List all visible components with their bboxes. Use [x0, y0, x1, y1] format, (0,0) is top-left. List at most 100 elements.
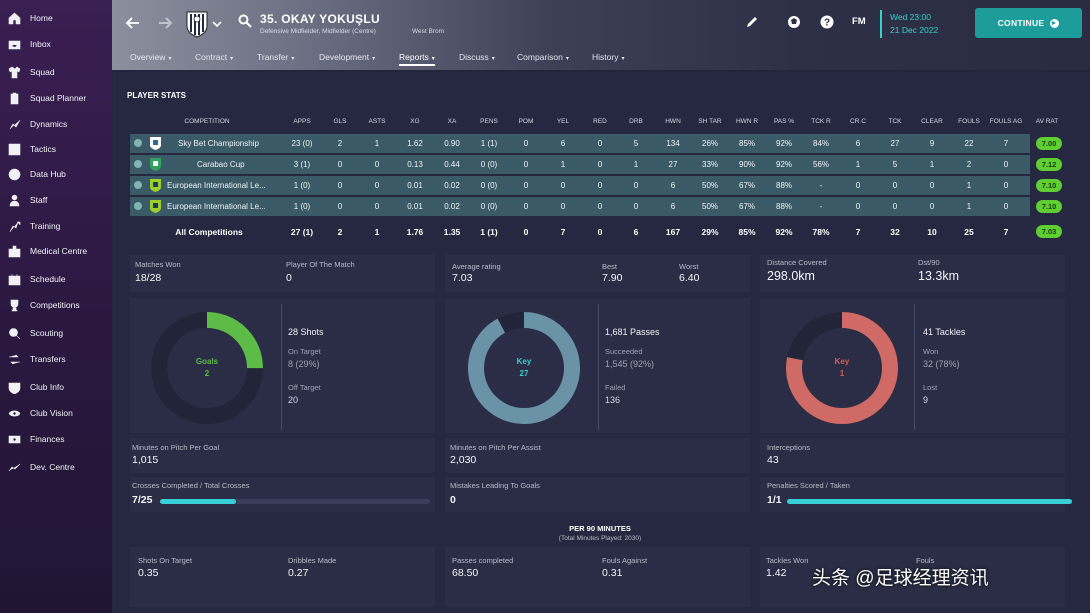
table-cell: 23 (0): [291, 139, 313, 148]
sidebar-item-club-vision[interactable]: Club Vision: [0, 403, 112, 425]
table-cell: 56%: [812, 160, 830, 169]
club-ball-button[interactable]: [786, 14, 802, 30]
table-cell: 7: [1003, 139, 1009, 148]
table-cell: 1: [966, 202, 972, 211]
sidebar-item-scouting[interactable]: Scouting: [0, 323, 112, 345]
table-cell: 67%: [738, 181, 756, 190]
competition-name[interactable]: Carabao Cup: [197, 160, 245, 169]
forward-button[interactable]: [157, 15, 173, 31]
sidebar-item-club-info[interactable]: Club Info: [0, 377, 112, 399]
column-header[interactable]: CLEAR: [921, 118, 943, 125]
key-passes-donut-value: 27: [519, 369, 529, 378]
column-header[interactable]: RED: [593, 118, 607, 125]
row-select-dot[interactable]: [134, 139, 142, 147]
tab-overview[interactable]: Overview ▾: [130, 52, 171, 62]
game-date[interactable]: Wed 23:00 21 Dec 2022: [880, 10, 960, 38]
club-crest[interactable]: [185, 10, 209, 38]
table-cell: 88%: [775, 202, 793, 211]
sidebar: Home Inbox Squad Squad Planner Dynamics Tacti…: [0, 0, 112, 613]
sidebar-item-finances[interactable]: Finances: [0, 429, 112, 451]
column-header[interactable]: DRB: [629, 118, 643, 125]
sidebar-item-home[interactable]: Home: [0, 8, 112, 30]
column-header[interactable]: CR C: [850, 118, 866, 125]
tab-reports[interactable]: Reports ▾: [399, 52, 435, 66]
totals-cell: 1 (1): [480, 227, 498, 237]
transfer-icon: [8, 353, 21, 366]
column-header[interactable]: FOULS: [958, 118, 980, 125]
back-button[interactable]: [125, 15, 141, 31]
column-header[interactable]: HWN R: [735, 118, 759, 125]
tab-development[interactable]: Development ▾: [319, 52, 375, 62]
sidebar-item-data-hub[interactable]: Data Hub: [0, 164, 112, 186]
goals-donut-arc: [151, 312, 263, 424]
distance-label: Distance Covered: [767, 258, 827, 267]
player-club-link[interactable]: West Brom: [412, 28, 445, 35]
game-date-time: Wed 23:00: [890, 12, 931, 22]
tab-history[interactable]: History ▾: [592, 52, 624, 62]
column-header[interactable]: TCK R: [811, 118, 831, 125]
club-switch-button[interactable]: [212, 16, 222, 28]
sidebar-item-competitions[interactable]: Competitions: [0, 295, 112, 317]
sidebar-item-schedule[interactable]: Schedule: [0, 269, 112, 291]
row-select-dot[interactable]: [134, 181, 142, 189]
sidebar-item-tactics[interactable]: Tactics: [0, 139, 112, 161]
table-row[interactable]: European International Le... 1 (0) 0 0 0.01 0…: [130, 176, 1062, 195]
table-cell: 1: [560, 160, 566, 169]
sidebar-item-dynamics[interactable]: Dynamics: [0, 114, 112, 136]
column-header[interactable]: AV RAT: [1035, 118, 1059, 125]
table-row[interactable]: Sky Bet Championship 23 (0) 2 1 1.62 0.90 1 (1…: [130, 134, 1062, 153]
column-header[interactable]: XG: [410, 118, 420, 125]
table-cell: 88%: [775, 181, 793, 190]
sidebar-item-label: Staff: [30, 195, 48, 205]
table-cell: 0.01: [407, 202, 423, 211]
sidebar-item-dev-centre[interactable]: Dev. Centre: [0, 457, 112, 479]
min-per-assist-label: Minutes on Pitch Per Assist: [450, 443, 541, 452]
finances-icon: [8, 433, 21, 446]
tab-discuss[interactable]: Discuss ▾: [459, 52, 495, 62]
tab-contract[interactable]: Contract ▾: [195, 52, 233, 62]
fm-menu-button[interactable]: FM: [852, 16, 866, 27]
chevron-down-icon: ▾: [291, 56, 295, 62]
tab-comparison[interactable]: Comparison ▾: [517, 52, 569, 62]
sidebar-item-transfers[interactable]: Transfers: [0, 349, 112, 371]
table-cell: 26%: [701, 139, 719, 148]
tab-label: Contract: [195, 52, 228, 62]
edit-button[interactable]: [744, 14, 760, 30]
sidebar-item-squad-planner[interactable]: Squad Planner: [0, 88, 112, 110]
column-header[interactable]: YEL: [556, 118, 570, 125]
column-header[interactable]: COMPETITION: [184, 118, 230, 125]
player-search-button[interactable]: [238, 14, 252, 28]
sidebar-item-inbox[interactable]: Inbox: [0, 34, 112, 56]
sidebar-item-training[interactable]: Training: [0, 216, 112, 238]
column-header[interactable]: PENS: [480, 118, 498, 125]
column-header[interactable]: ASTS: [368, 118, 386, 125]
column-header[interactable]: XA: [447, 118, 457, 125]
lost-value: 9: [923, 395, 929, 405]
interceptions-value: 43: [767, 454, 779, 466]
column-header[interactable]: GLS: [333, 118, 347, 125]
search-icon: [238, 14, 252, 28]
sidebar-item-staff[interactable]: Staff: [0, 190, 112, 212]
row-select-dot[interactable]: [134, 202, 142, 210]
column-header[interactable]: APPS: [293, 118, 311, 125]
competition-name[interactable]: Sky Bet Championship: [178, 139, 259, 148]
row-select-dot[interactable]: [134, 160, 142, 168]
column-header[interactable]: TCK: [888, 118, 902, 125]
column-header[interactable]: HWN: [665, 118, 681, 125]
column-header[interactable]: POM: [518, 118, 534, 125]
table-row[interactable]: Carabao Cup 3 (1) 0 0 0.13 0.44 0 (0) 0 1 0 1 27 33%…: [130, 155, 1062, 174]
column-header[interactable]: FOULS AG: [989, 118, 1023, 125]
column-header[interactable]: PAS %: [773, 118, 795, 125]
tab-transfer[interactable]: Transfer ▾: [257, 52, 294, 62]
sidebar-item-squad[interactable]: Squad: [0, 62, 112, 84]
table-cell: 0: [374, 202, 380, 211]
continue-button[interactable]: CONTINUE: [975, 8, 1082, 38]
column-header[interactable]: SH TAR: [698, 118, 722, 125]
help-button[interactable]: ?: [819, 14, 835, 30]
competition-name[interactable]: European International Le...: [167, 181, 266, 190]
table-cell: 6: [855, 139, 861, 148]
table-row[interactable]: European International Le... 1 (0) 0 0 0.01 0…: [130, 197, 1062, 216]
competition-name[interactable]: European International Le...: [167, 202, 266, 211]
sidebar-item-medical-centre[interactable]: Medical Centre: [0, 241, 112, 263]
